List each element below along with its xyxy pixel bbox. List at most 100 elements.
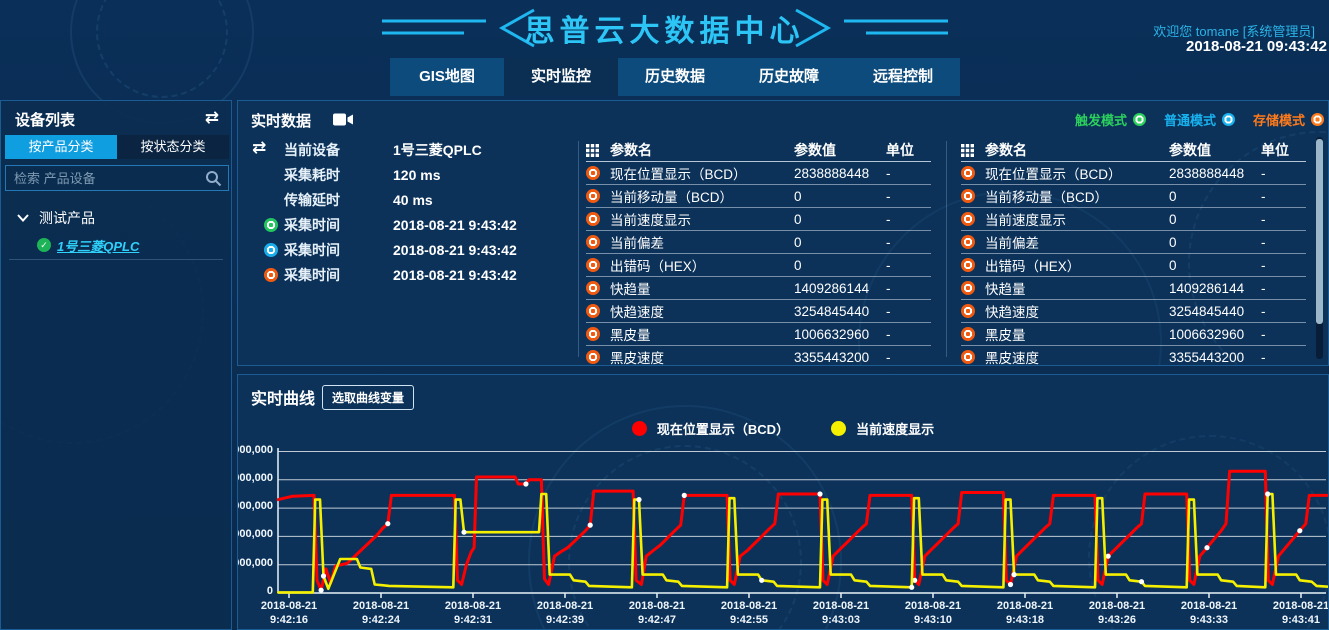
table-row[interactable]: 出错码（HEX） 0 - [961, 254, 1306, 277]
search-icon[interactable] [205, 170, 222, 187]
table-row[interactable]: 快趋量 1409286144- [961, 277, 1306, 300]
nav-tab-remote-control[interactable]: 远程控制 [872, 68, 933, 85]
chart-legend: 现在位置显示（BCD） 当前速度显示 [238, 419, 1328, 438]
table-row[interactable]: 黑皮量 1006632960- [961, 323, 1306, 346]
param-unit: - [886, 303, 891, 319]
scrollbar[interactable] [1316, 137, 1323, 359]
mode-storage-mode[interactable]: 存储模式 [1253, 110, 1324, 129]
mode-label: 触发模式 [1074, 113, 1127, 128]
table-row[interactable]: 当前偏差 0 - [586, 231, 931, 254]
table-row[interactable]: 快趋量 1409286144- [586, 277, 931, 300]
camera-icon[interactable] [333, 112, 354, 127]
info-icon-slot [264, 242, 284, 257]
tick-date: 2018-08-21 [812, 600, 870, 612]
param-name: 当前偏差 [985, 236, 1039, 251]
table-row[interactable]: 出错码（HEX） 0 - [586, 254, 931, 277]
param-unit: - [886, 349, 891, 365]
mode-label: 存储模式 [1252, 113, 1305, 128]
param-name: 当前速度显示 [610, 213, 691, 228]
param-value: 3355443200 [1169, 349, 1245, 365]
table-row[interactable]: 当前速度显示 0 - [961, 208, 1306, 231]
x-axis-label: 2018-08-21 9:43:41 [1255, 599, 1328, 627]
data-marker [636, 497, 642, 503]
divider [578, 141, 579, 357]
table-row[interactable]: 快趋速度 3254845440- [586, 300, 931, 323]
param-name: 出错码（HEX） [610, 259, 706, 274]
target-icon [961, 350, 975, 364]
tick-time: 9:43:26 [1098, 614, 1136, 626]
col-unit: 单位 [1261, 142, 1289, 158]
info-row: 采集时间 2018-08-21 9:43:42 [264, 212, 574, 237]
y-axis-label: 5,000,000,000 [238, 443, 273, 456]
param-value: 3355443200 [794, 349, 870, 365]
device-swap-icon[interactable]: ⇄ [252, 138, 267, 157]
nav-tab-gis-map[interactable]: GIS地图 [419, 68, 475, 85]
param-name: 黑皮速度 [610, 351, 664, 366]
realtime-data-title: 实时数据 [251, 113, 312, 130]
tree-group-test-product[interactable]: 测试产品 [17, 209, 95, 227]
param-unit: - [886, 188, 891, 204]
x-axis-label: 2018-08-21 9:42:31 [427, 599, 519, 627]
row-icon-slot [586, 166, 610, 180]
param-unit: - [1261, 326, 1266, 342]
param-value: 0 [1169, 257, 1177, 273]
info-row: 采集时间 2018-08-21 9:43:42 [264, 262, 574, 287]
param-unit: - [1261, 349, 1266, 365]
collapse-swap-icon[interactable]: ⇄ [204, 108, 219, 127]
target-icon [586, 235, 600, 249]
target-icon [961, 189, 975, 203]
table-row[interactable]: 现在位置显示（BCD） 2838888448- [961, 162, 1306, 185]
param-unit: - [886, 234, 891, 250]
legend-item-speed-series[interactable]: 当前速度显示 [831, 419, 934, 438]
table-row[interactable]: 黑皮量 1006632960- [586, 323, 931, 346]
param-unit: - [886, 165, 891, 181]
datetime-display: 2018-08-21 09:43:42 [1186, 38, 1327, 55]
data-marker [1297, 528, 1303, 534]
tree-group-label: 测试产品 [39, 210, 95, 226]
device-item-qplc[interactable]: ✓ 1号三菱QPLC [37, 237, 139, 254]
table-row[interactable]: 黑皮速度 3355443200- [961, 346, 1306, 365]
grid-icon [961, 143, 974, 157]
row-icon-slot [961, 212, 985, 226]
param-name: 现在位置显示（BCD） [985, 167, 1122, 182]
x-axis-label: 2018-08-21 9:43:33 [1163, 599, 1255, 627]
target-icon [961, 281, 975, 295]
scrollbar-thumb[interactable] [1316, 139, 1323, 324]
target-icon [586, 258, 600, 272]
nav-tab-history-fault[interactable]: 历史故障 [758, 68, 819, 85]
table-row[interactable]: 当前偏差 0 - [961, 231, 1306, 254]
param-name: 出错码（HEX） [985, 259, 1081, 274]
realtime-curve-panel: 实时曲线 选取曲线变量 现在位置显示（BCD） 当前速度显示 5,000,000,… [237, 374, 1329, 630]
param-unit: - [1261, 303, 1266, 319]
data-marker [681, 492, 687, 498]
table-row[interactable]: 快趋速度 3254845440- [961, 300, 1306, 323]
param-value: 1006632960 [1169, 326, 1245, 342]
row-icon-slot [961, 350, 985, 364]
tick-time: 9:42:31 [454, 614, 492, 626]
row-icon-slot [586, 304, 610, 318]
select-curve-variable-button[interactable]: 选取曲线变量 [322, 385, 415, 410]
tick-time: 9:43:33 [1190, 614, 1228, 626]
table-row[interactable]: 当前移动量（BCD） 0 - [961, 185, 1306, 208]
device-info: 当前设备 1号三菱QPLC 采集耗时 120 ms 传输延时 40 ms 采集时间 2018-… [264, 137, 574, 287]
nav-tab-realtime-monitor[interactable]: 实时监控 [504, 58, 618, 96]
tick-date: 2018-08-21 [628, 600, 686, 612]
target-icon [1221, 113, 1235, 126]
mode-trigger-mode[interactable]: 触发模式 [1075, 110, 1146, 129]
mode-normal-mode[interactable]: 普通模式 [1164, 110, 1235, 129]
table-row[interactable]: 当前移动量（BCD） 0 - [586, 185, 931, 208]
param-unit: - [886, 211, 891, 227]
legend-item-position-series[interactable]: 现在位置显示（BCD） [631, 419, 789, 438]
tick-time: 9:42:55 [730, 614, 768, 626]
row-icon-slot [586, 281, 610, 295]
table-row[interactable]: 当前速度显示 0 - [586, 208, 931, 231]
table-row[interactable]: 现在位置显示（BCD） 2838888448- [586, 162, 931, 185]
sidebar-tab-by-status[interactable]: 按状态分类 [117, 135, 229, 159]
info-icon-slot [264, 217, 284, 232]
search-input[interactable] [5, 165, 229, 191]
sidebar-tab-by-product[interactable]: 按产品分类 [5, 135, 117, 159]
title-right-decor [795, 8, 948, 48]
param-unit: - [1261, 280, 1266, 296]
table-row[interactable]: 黑皮速度 3355443200- [586, 346, 931, 366]
nav-tab-history-data[interactable]: 历史数据 [644, 68, 705, 85]
